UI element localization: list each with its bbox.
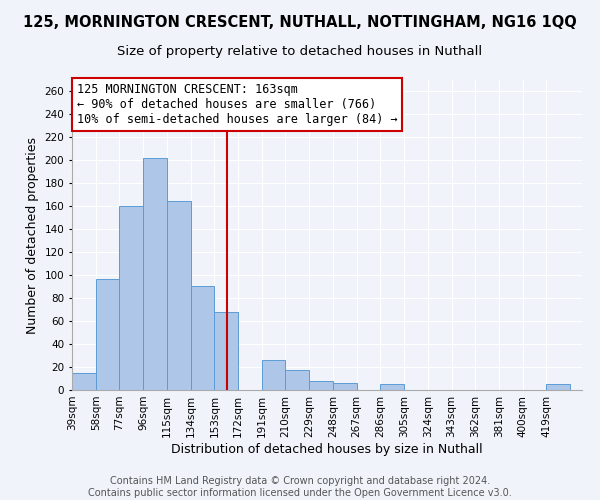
- Bar: [191, 286, 214, 390]
- Bar: [119, 206, 143, 390]
- Bar: [333, 383, 356, 390]
- Bar: [143, 158, 167, 390]
- Bar: [214, 312, 238, 390]
- Bar: [262, 360, 286, 390]
- Bar: [72, 373, 96, 390]
- Text: Contains HM Land Registry data © Crown copyright and database right 2024.
Contai: Contains HM Land Registry data © Crown c…: [88, 476, 512, 498]
- Bar: [286, 370, 309, 390]
- Bar: [167, 200, 191, 390]
- X-axis label: Distribution of detached houses by size in Nuthall: Distribution of detached houses by size …: [171, 442, 483, 456]
- Text: Size of property relative to detached houses in Nuthall: Size of property relative to detached ho…: [118, 45, 482, 58]
- Y-axis label: Number of detached properties: Number of detached properties: [26, 136, 39, 334]
- Text: 125, MORNINGTON CRESCENT, NUTHALL, NOTTINGHAM, NG16 1QQ: 125, MORNINGTON CRESCENT, NUTHALL, NOTTI…: [23, 15, 577, 30]
- Bar: [380, 384, 404, 390]
- Bar: [309, 381, 333, 390]
- Bar: [96, 278, 119, 390]
- Bar: [547, 384, 570, 390]
- Text: 125 MORNINGTON CRESCENT: 163sqm
← 90% of detached houses are smaller (766)
10% o: 125 MORNINGTON CRESCENT: 163sqm ← 90% of…: [77, 83, 398, 126]
